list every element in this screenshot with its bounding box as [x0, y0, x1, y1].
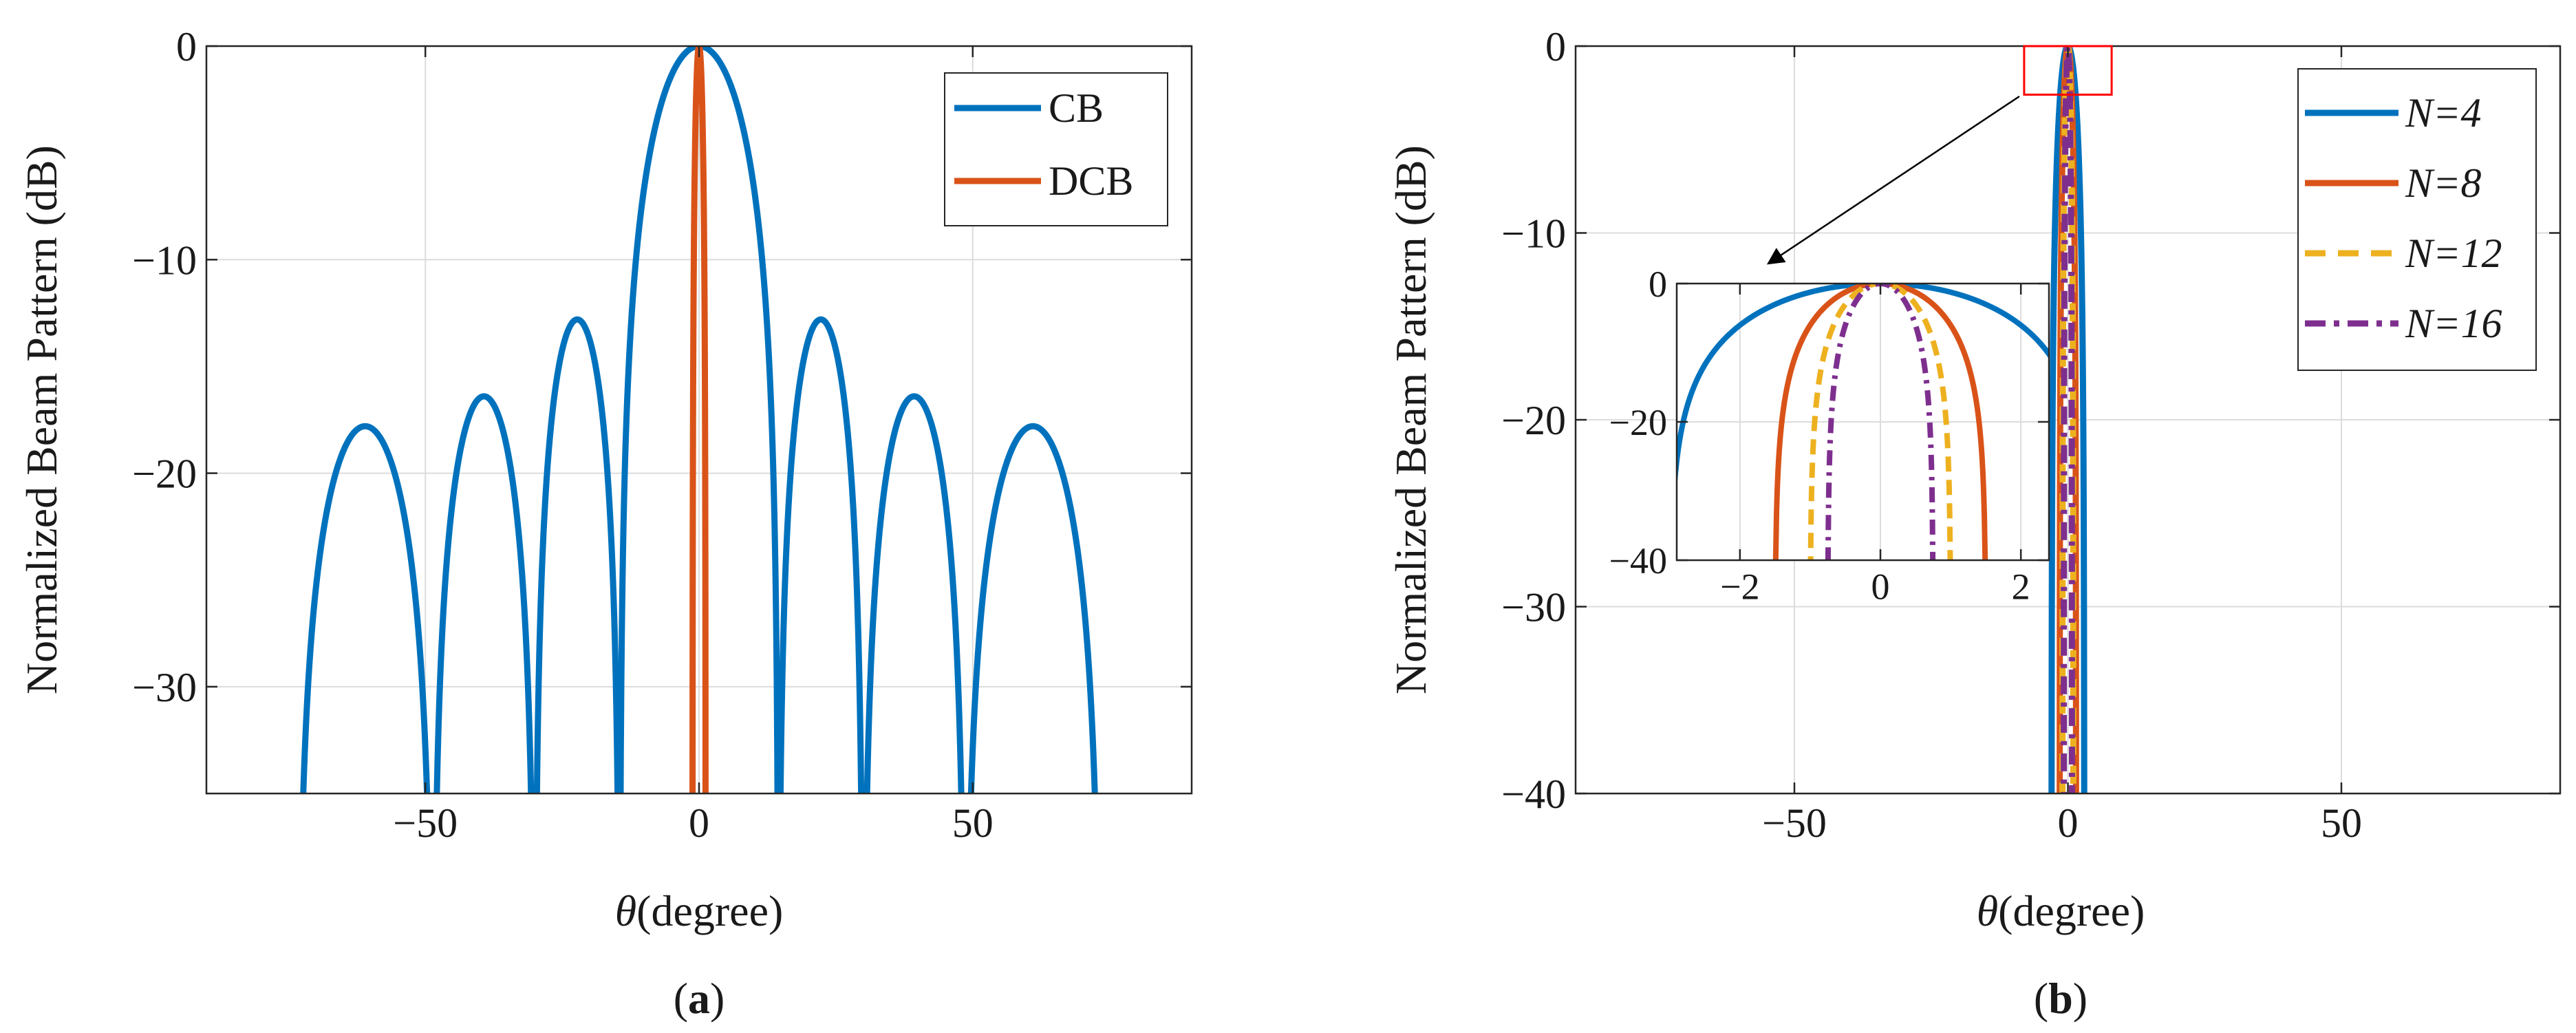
b-ytick-label: −30	[1501, 585, 1566, 630]
b-legend: N=4 N=8 N=12 N=16	[2297, 68, 2537, 371]
b-legend-label-n8: N=8	[2405, 160, 2482, 206]
a-series-cb-sidelobe	[967, 423, 1098, 794]
b-xtick-label: 50	[2321, 800, 2362, 846]
inset-series-n12	[1807, 284, 1953, 560]
b-series-n4	[2048, 46, 2087, 794]
a-series-cb-sidelobe	[777, 316, 865, 794]
panel-b: −50 0 500−10−20−30−40 −2 0 20−20−40 Normaliz…	[1386, 24, 2562, 1023]
a-legend-label-cb: CB	[1049, 85, 1104, 131]
b-ticks: −50 0 500−10−20−30−40	[1501, 24, 2560, 846]
a-ylabel: Normalized Beam Pattern (dB)	[17, 145, 66, 694]
b-legend-label-n4: N=4	[2405, 90, 2482, 136]
a-xlabel-symbol: θ	[615, 886, 636, 935]
b-xtick-label: −50	[1762, 800, 1827, 846]
b-ylabel: Normalized Beam Pattern (dB)	[1386, 145, 1435, 694]
a-legend: CB DCB	[944, 72, 1168, 226]
b-legend-label-n12: N=12	[2405, 231, 2502, 276]
b-xtick-label: 0	[2058, 800, 2079, 846]
a-plot-area	[300, 46, 1098, 794]
inset-ytick-label: −20	[1609, 402, 1667, 443]
a-series-dcb-mainlobe	[689, 46, 709, 794]
b-series-n12	[2059, 46, 2076, 794]
b-ytick-label: 0	[1545, 24, 1566, 70]
b-xlabel: θ(degree)	[1977, 886, 2145, 935]
a-xtick-label: 50	[952, 800, 994, 846]
a-series-cb-sidelobe	[300, 423, 431, 794]
a-xlabel: θ(degree)	[615, 886, 784, 935]
inset-xtick-label: 0	[1871, 566, 1890, 608]
b-legend-box	[2297, 68, 2537, 371]
inset-series-n4	[1677, 284, 2049, 491]
a-legend-label-dcb: DCB	[1049, 158, 1133, 204]
b-plot-area	[2048, 46, 2087, 794]
b-xlabel-unit: (degree)	[1998, 886, 2145, 935]
panel-a: −50 0 50 0 −10 −20 −30 Normalized Beam Pattern…	[17, 24, 1193, 1023]
a-xtick-label: −50	[393, 800, 458, 846]
a-series-cb-sidelobe	[433, 393, 535, 794]
b-series-n16	[2061, 46, 2075, 794]
inset-xtick-label: −2	[1720, 566, 1759, 608]
inset-series-n8	[1772, 284, 1988, 560]
b-legend-label-n16: N=16	[2405, 301, 2502, 346]
a-ticks: −50 0 50 0 −10 −20 −30	[132, 24, 1192, 846]
b-panel-label: (b)	[2034, 974, 2087, 1023]
a-xtick-label: 0	[689, 800, 709, 846]
inset-series-n16	[1825, 284, 1936, 560]
a-ytick-label: −10	[132, 237, 197, 283]
b-ytick-label: −10	[1501, 211, 1566, 257]
b-xlabel-symbol: θ	[1977, 886, 1998, 935]
a-ytick-label: 0	[176, 24, 197, 70]
b-ytick-label: −20	[1501, 398, 1566, 443]
inset-plot-area	[1677, 284, 2049, 560]
a-series-cb-sidelobe	[533, 316, 621, 794]
a-series-cb-sidelobe	[863, 393, 965, 794]
a-series-cb-mainlobe	[617, 46, 781, 794]
a-xlabel-unit: (degree)	[636, 886, 783, 935]
inset-ytick-label: 0	[1649, 264, 1667, 305]
inset-ticks: −2 0 20−20−40	[1609, 264, 2049, 608]
a-legend-box	[944, 72, 1168, 226]
inset-ytick-label: −40	[1609, 540, 1667, 582]
a-ytick-label: −20	[132, 451, 197, 497]
inset: −2 0 20−20−40	[1609, 264, 2050, 608]
inset-xtick-label: 2	[2012, 566, 2030, 608]
zoom-arrow	[1766, 95, 2020, 265]
a-ytick-label: −30	[132, 665, 197, 710]
b-ytick-label: −40	[1501, 771, 1566, 817]
zoom-box	[2023, 45, 2113, 96]
a-panel-label: (a)	[674, 974, 725, 1023]
a-panel-letter: a	[688, 974, 710, 1023]
b-panel-letter: b	[2048, 974, 2073, 1023]
